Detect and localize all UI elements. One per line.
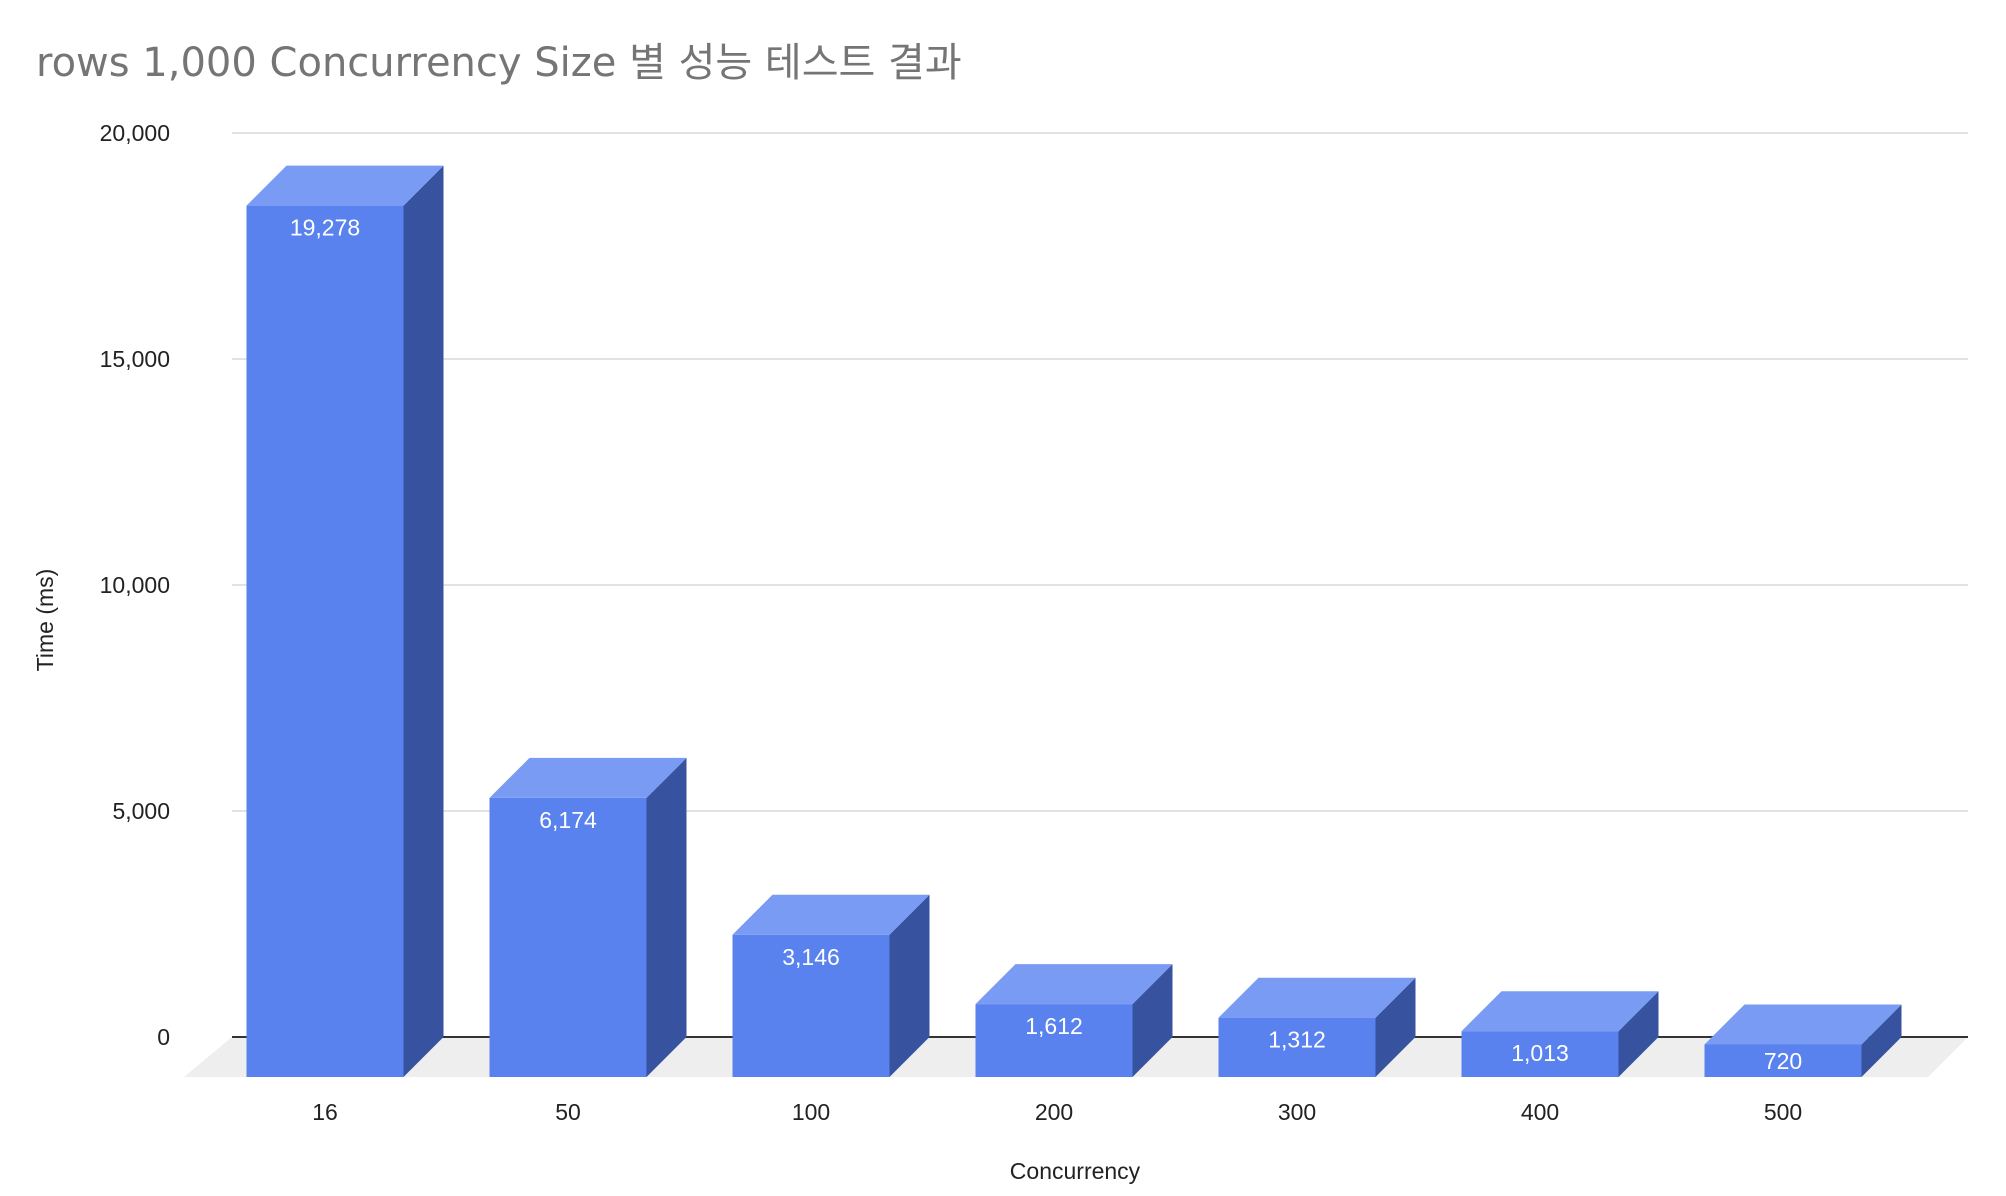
bar-side	[1375, 977, 1416, 1077]
bar-front	[1704, 1044, 1862, 1077]
x-tick-label: 500	[1764, 1099, 1802, 1125]
bar: 1,013	[1461, 991, 1659, 1077]
data-label: 1,013	[1511, 1040, 1569, 1066]
bar: 1,312	[1218, 977, 1416, 1077]
x-tick-label: 16	[312, 1099, 338, 1125]
bar-front	[1461, 1031, 1619, 1077]
bar-top	[489, 757, 687, 798]
bar-side	[889, 894, 930, 1077]
bar-top	[732, 894, 930, 935]
y-tick-label: 15,000	[100, 346, 170, 372]
bar-front	[246, 205, 404, 1077]
data-label: 3,146	[782, 944, 840, 970]
bar-top	[975, 964, 1173, 1005]
data-label: 720	[1764, 1048, 1802, 1074]
bar: 3,146	[732, 894, 930, 1077]
bar-side	[403, 165, 444, 1077]
bar-top	[246, 165, 444, 206]
bar-side	[1618, 991, 1659, 1077]
data-label: 6,174	[539, 807, 597, 833]
bars: 19,278 6,174 3,146 1,612 1,312 1,013 720	[246, 165, 1902, 1077]
y-axis-title: Time (ms)	[32, 569, 58, 672]
x-tick-label: 200	[1035, 1099, 1073, 1125]
bar-top	[1218, 977, 1416, 1018]
bar-top	[1461, 991, 1659, 1032]
bar-side	[1132, 964, 1173, 1077]
y-tick-label: 10,000	[100, 572, 170, 598]
bar: 720	[1704, 1004, 1902, 1077]
y-tick-label: 0	[157, 1024, 170, 1050]
data-label: 1,312	[1268, 1027, 1326, 1053]
x-tick-label: 50	[555, 1099, 581, 1125]
bar-top	[1704, 1004, 1902, 1045]
bar-front	[489, 797, 647, 1077]
y-tick-label: 5,000	[112, 798, 170, 824]
x-tick-label: 100	[792, 1099, 830, 1125]
bar-side	[646, 757, 687, 1077]
y-axis-ticks: 0 5,000 10,000 15,000 20,000	[100, 120, 170, 1050]
bar: 6,174	[489, 757, 687, 1077]
bar-side	[1861, 1004, 1902, 1077]
x-tick-label: 400	[1521, 1099, 1559, 1125]
x-axis-ticks: 16 50 100 200 300 400 500	[312, 1099, 1802, 1125]
bar-front	[1218, 1017, 1376, 1077]
chart-title: rows 1,000 Concurrency Size 별 성능 테스트 결과	[36, 40, 962, 86]
x-axis-title: Concurrency	[1010, 1158, 1141, 1184]
bar: 19,278	[246, 165, 444, 1077]
bar-front	[975, 1004, 1133, 1077]
data-label: 19,278	[290, 215, 360, 241]
bar-front	[732, 934, 890, 1077]
y-tick-label: 20,000	[100, 120, 170, 146]
bar: 1,612	[975, 964, 1173, 1077]
data-label: 1,612	[1025, 1013, 1083, 1039]
x-tick-label: 300	[1278, 1099, 1316, 1125]
